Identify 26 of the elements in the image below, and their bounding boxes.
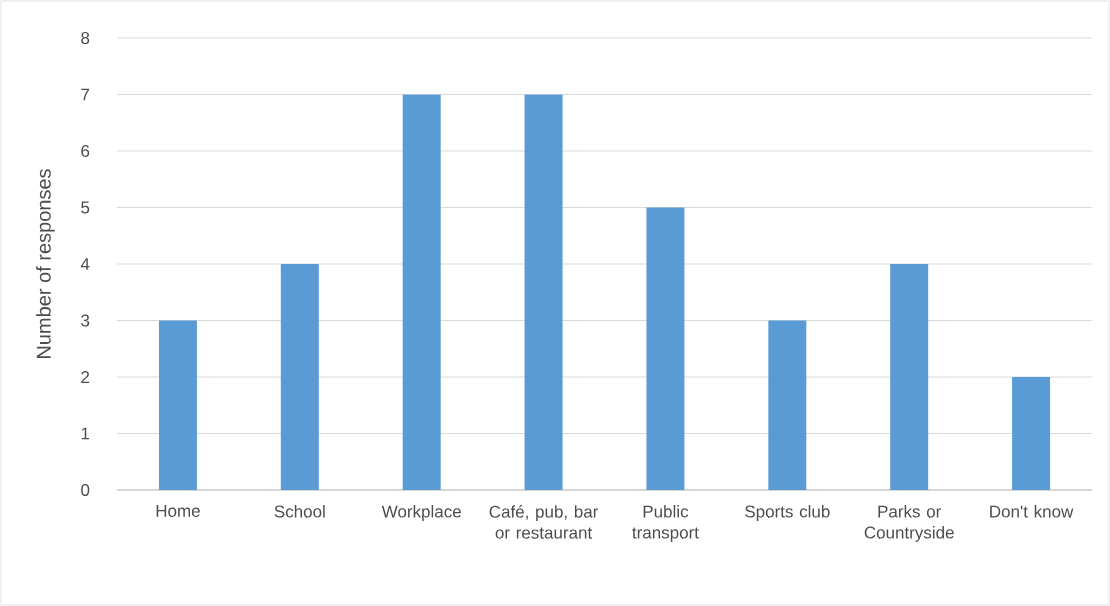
x-tick-label: Workplace <box>381 505 461 521</box>
x-tick-label: Don't know <box>990 505 1074 518</box>
x-tick-label: Public transport <box>632 505 699 542</box>
y-tick-label: 0 <box>81 483 90 497</box>
bar <box>158 320 197 490</box>
bar <box>768 320 807 490</box>
x-tick-label: Home <box>156 505 200 517</box>
bar <box>646 207 685 490</box>
y-tick-label: 7 <box>81 88 90 101</box>
y-tick-label: 6 <box>81 145 90 158</box>
y-tick-label: 3 <box>81 314 90 327</box>
y-tick-label: 2 <box>81 371 90 383</box>
y-tick-label: 1 <box>81 427 90 440</box>
bar <box>1012 377 1051 490</box>
x-tick-label: Parks or Countryside <box>864 505 954 542</box>
bar <box>890 264 929 490</box>
y-axis-title: Number of responses <box>36 169 55 358</box>
x-tick-label: Sports club <box>745 505 830 521</box>
x-tick-label: Café, pub, bar or restaurant <box>489 505 599 539</box>
y-tick-label: 4 <box>80 258 90 270</box>
bar <box>280 264 319 490</box>
bar <box>402 94 441 490</box>
y-tick-label: 5 <box>81 201 90 214</box>
x-tick-label: School <box>274 505 325 518</box>
y-tick-label: 8 <box>81 32 90 45</box>
bar <box>524 94 563 490</box>
